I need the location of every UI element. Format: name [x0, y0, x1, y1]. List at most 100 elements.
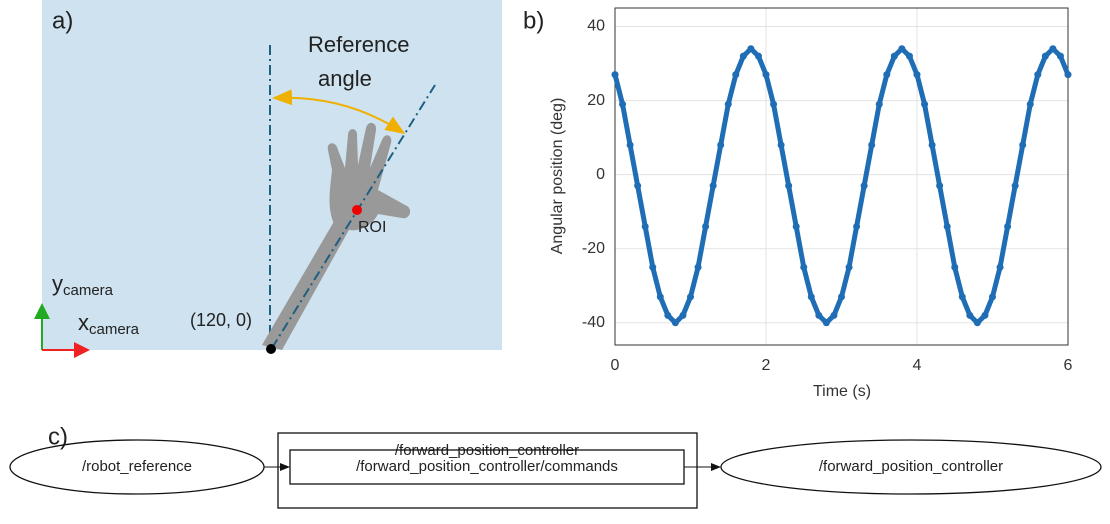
axis-letter: x [78, 310, 89, 335]
point [830, 311, 838, 319]
point [958, 293, 966, 301]
camera-frame [42, 0, 502, 350]
point [875, 100, 883, 108]
axis-label: xcamera [78, 310, 140, 338]
y-tick-label: 40 [587, 18, 605, 35]
hand-axis [271, 84, 436, 349]
point [777, 141, 785, 149]
point [664, 311, 672, 319]
point [800, 263, 808, 271]
y-tick-label: 20 [587, 92, 605, 109]
point [671, 319, 679, 327]
axis-subscript: camera [63, 282, 114, 299]
point [656, 293, 664, 301]
point [694, 263, 702, 271]
point [898, 45, 906, 53]
point [679, 311, 687, 319]
node-label: /robot_reference [82, 458, 192, 475]
hand [262, 122, 411, 350]
point [936, 182, 944, 190]
annotation: (120, 0) [190, 310, 252, 330]
point [815, 311, 823, 319]
point [921, 100, 929, 108]
point [860, 182, 868, 190]
panel-label: c) [48, 423, 68, 450]
point [853, 222, 861, 230]
point [634, 182, 642, 190]
cluster [277, 432, 698, 509]
y-tick-label: 0 [596, 166, 605, 183]
point [762, 71, 770, 79]
point [611, 71, 619, 79]
point [702, 222, 710, 230]
point [649, 263, 657, 271]
point [619, 100, 627, 108]
trace [612, 46, 1071, 326]
point [913, 71, 921, 79]
x-tick-label: 6 [1064, 357, 1073, 374]
y-tick-label: -40 [582, 314, 605, 331]
axis-subscript: camera [89, 321, 140, 338]
point [687, 293, 694, 301]
y-axis-title: Angular position (deg) [549, 98, 566, 255]
point [951, 263, 959, 271]
topic-label: /forward_position_controller/commands [356, 458, 618, 475]
point [1056, 52, 1064, 60]
annotation: angle [318, 66, 372, 91]
x-tick-label: 2 [762, 357, 771, 374]
point [754, 52, 762, 60]
point [928, 141, 936, 149]
point [890, 52, 898, 60]
point [822, 319, 830, 327]
origin-point [266, 344, 276, 354]
point [724, 100, 732, 108]
y-tick-label: -20 [582, 240, 605, 257]
panel-label: a) [52, 7, 73, 34]
point [747, 45, 755, 53]
point [739, 52, 747, 60]
point [883, 71, 891, 79]
point [1004, 222, 1012, 230]
x-tick-label: 0 [611, 357, 620, 374]
axis-label: ycamera [52, 271, 114, 299]
annotation: ROI [358, 219, 386, 236]
point [1041, 52, 1049, 60]
point [807, 293, 815, 301]
point [1049, 45, 1057, 53]
point [641, 222, 649, 230]
point [792, 222, 800, 230]
point [1019, 141, 1027, 149]
point [943, 222, 951, 230]
axis-letter: y [52, 271, 63, 296]
point [1011, 182, 1019, 190]
point [1034, 71, 1042, 79]
point [989, 293, 996, 301]
plot-frame [614, 7, 1069, 346]
point [732, 71, 740, 79]
point [770, 100, 778, 108]
point [905, 52, 913, 60]
node [720, 439, 1102, 495]
point [838, 293, 845, 301]
point [845, 263, 853, 271]
point [717, 141, 725, 149]
point [973, 319, 981, 327]
annotation: Reference [308, 32, 410, 57]
x-tick-label: 4 [913, 357, 922, 374]
point [966, 311, 974, 319]
node-label: /forward_position_controller [819, 458, 1003, 475]
point [626, 141, 634, 149]
point [868, 141, 876, 149]
point [785, 182, 793, 190]
point [996, 263, 1004, 271]
angle-arc [272, 89, 406, 135]
point [1026, 100, 1034, 108]
point [1064, 71, 1072, 79]
point [709, 182, 717, 190]
panel-label: b) [523, 7, 544, 34]
point [981, 311, 989, 319]
x-axis-title: Time (s) [813, 383, 871, 400]
roi-point [352, 205, 362, 215]
